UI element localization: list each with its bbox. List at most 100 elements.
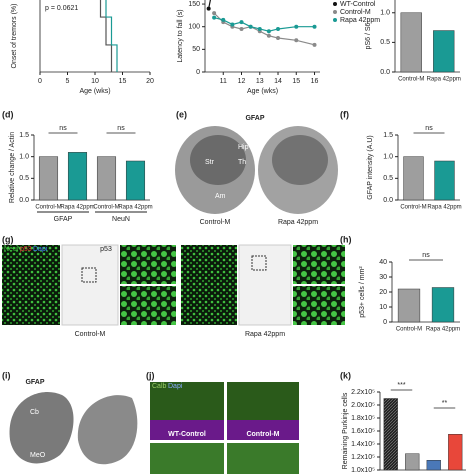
y-axis-label: p53+ cells / mm² [359,266,366,318]
region-label: Hip [238,144,249,151]
image-caption: Control-M [200,219,231,226]
legend-marker [333,10,337,14]
legend-marker [333,2,337,6]
bar [448,434,463,471]
image-caption: WT-Control [168,431,206,438]
stain-label: Dapi [33,246,48,253]
y-tick-label: 20 [379,289,387,296]
axis [204,0,320,73]
y-tick-label: 40 [379,259,387,266]
y-tick-label: 1.2x10⁵ [351,454,375,461]
x-tick-label: 12 [238,78,246,85]
series-line [208,0,211,9]
image-caption: Control-M [75,331,106,338]
y-axis-label: GFAP intensity (A.U) [367,135,374,199]
image-g: NeuN p53 Dapi p53 Control-M Rapa 42ppm [2,244,345,338]
panel-label: (h) [340,234,352,244]
y-tick-label: 1.5 [383,132,393,139]
y-tick-label: 0.5 [380,39,390,46]
image-caption: Control-M [246,431,279,438]
y-tick-label: 30 [379,274,387,281]
panel-label: (k) [340,370,351,380]
x-tick-label: Rapa 42ppm [427,77,461,83]
x-tick-label: 13 [256,78,264,85]
bar [426,460,441,471]
y-tick-label: 2.0x10⁵ [351,402,375,409]
group-label: NeuN [112,216,130,223]
annotation: p = 0.0621 [45,5,78,12]
sig-label: ** [442,400,448,407]
y-tick-label: 0 [196,69,200,76]
y-tick-label: 150 [188,1,200,8]
stain-label: Calb [152,383,167,390]
y-tick-label: 1.0x10⁵ [351,467,375,474]
x-tick-label: 15 [292,78,300,85]
x-tick-label: Control-M [35,205,61,211]
image-e: GFAP NCx Hip Th Str Am Control-M Rapa 42… [175,115,338,226]
x-tick-label: Rapa 42ppm [426,327,460,333]
y-tick-label: 1.6x10⁵ [351,428,375,435]
y-tick-label: 100 [188,24,200,31]
region-label: Th [238,159,246,166]
x-tick-label: 11 [220,78,227,85]
y-axis-label: Latency to fall (s) [177,9,184,62]
y-tick-label: 1.8x10⁵ [351,415,375,422]
bar [67,152,88,201]
image-caption: Rapa 42ppm [245,331,285,338]
x-axis-label: Age (wks) [247,88,278,95]
y-tick-label: 1.4x10⁵ [351,441,375,448]
x-tick-label: Rapa 42ppm [427,205,461,211]
panel-label: (d) [2,109,14,119]
y-axis-label: Relative change / Actin [9,132,16,203]
series-line [213,17,315,32]
x-tick-label: Control-M [400,205,426,211]
image-caption: Rapa 42ppm [278,219,318,226]
x-tick-label: Control-M [398,77,424,83]
image-j: Calb Dapi WT-Control Control-M [150,382,299,474]
region-label: Str [205,159,215,166]
sig-label: ns [422,252,430,259]
sig-label: *** [397,382,405,389]
panel-label: (f) [340,109,349,119]
y-tick-label: 1.0 [19,154,29,161]
group-label: GFAP [54,216,73,223]
bar [125,160,146,201]
image-title: GFAP [25,379,44,386]
x-tick-label: 20 [146,78,154,85]
legend-label: Rapa 42ppm [340,17,380,24]
y-axis-label: pS6 / S6 [365,22,372,49]
y-tick-label: 2.2x10⁵ [351,389,375,396]
x-tick-label: 10 [91,78,99,85]
series-line [105,0,118,72]
y-tick-label: 0 [383,319,387,326]
bar [397,288,421,323]
bar [405,453,420,471]
legend-marker [333,18,337,22]
panel-label: (g) [2,234,14,244]
sig-label: ns [59,125,67,132]
image-title: GFAP [245,115,264,122]
y-tick-label: 0.5 [19,175,29,182]
x-tick-label: 0 [38,78,42,85]
y-tick-label: 0.0 [380,69,390,76]
region-label: NCx [240,129,254,136]
bar [403,156,424,201]
x-tick-label: Rapa 42ppm [60,205,94,211]
y-axis-label: Remaining Purkinje cells [342,392,349,469]
bar [383,398,398,471]
x-axis-label: Age (wks) [79,88,110,95]
bar [431,287,455,323]
bar [400,12,422,73]
x-tick-label: 5 [66,78,70,85]
x-tick-label: Rapa 42ppm [118,205,152,211]
stain-label: p53 [20,246,32,253]
y-axis-label: Onset of tremors (%) [11,4,18,69]
image-i: GFAP Cb MeO [9,379,138,465]
legend-label: Control-M [340,9,371,16]
sig-label: ns [117,125,125,132]
x-tick-label: Control-M [396,327,422,333]
stain-label: NeuN [4,246,22,253]
x-tick-label: Control-M [93,205,119,211]
y-tick-label: 50 [192,46,200,53]
